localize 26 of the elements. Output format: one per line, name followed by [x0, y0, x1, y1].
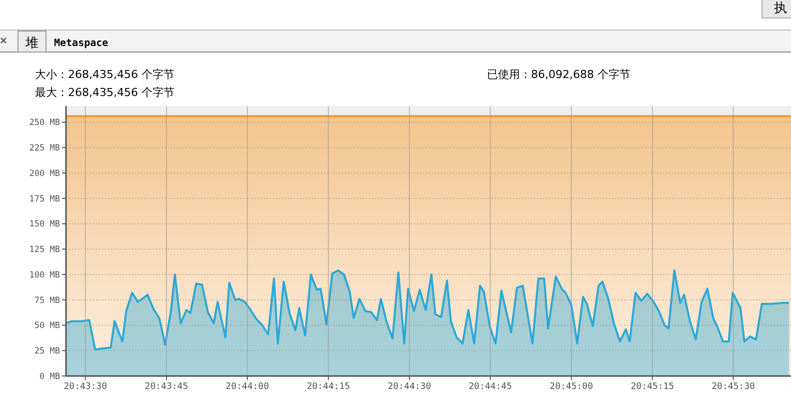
y-tick-label: 225 MB [29, 144, 60, 154]
x-tick-label: 20:44:15 [306, 382, 350, 392]
x-tick-label: 20:45:30 [712, 382, 755, 392]
y-tick-label: 0 MB [40, 372, 60, 382]
text: 执 [774, 1, 787, 16]
y-tick-label: 150 MB [29, 220, 60, 230]
x-tick-label: 20:43:30 [64, 382, 108, 392]
y-tick-label: 175 MB [29, 194, 60, 204]
y-tick-label: 50 MB [34, 321, 60, 332]
y-tick-label: 75 MB [34, 296, 60, 306]
x-tick-label: 20:45:00 [550, 382, 594, 392]
x-tick-label: 20:43:45 [144, 382, 188, 392]
y-tick-label: 250 MB [29, 118, 60, 128]
y-tick-label: 125 MB [29, 245, 60, 256]
x-tick-label: 20:45:15 [630, 382, 674, 392]
x-tick-label: 20:44:45 [468, 382, 512, 392]
y-tick-label: 200 MB [29, 168, 60, 179]
y-tick-label: 100 MB [29, 270, 60, 280]
text: Metaspace [54, 38, 108, 49]
text: 已使用：86,092,688 个字节 [487, 68, 630, 81]
text: 最大：268,435,456 个字节 [35, 86, 174, 99]
x-tick-label: 20:44:30 [388, 382, 432, 392]
text: 堆 [24, 36, 38, 51]
text: 大小：268,435,456 个字节 [35, 68, 174, 81]
x-tick-label: 20:44:00 [226, 382, 270, 392]
y-tick-label: 25 MB [34, 346, 60, 357]
